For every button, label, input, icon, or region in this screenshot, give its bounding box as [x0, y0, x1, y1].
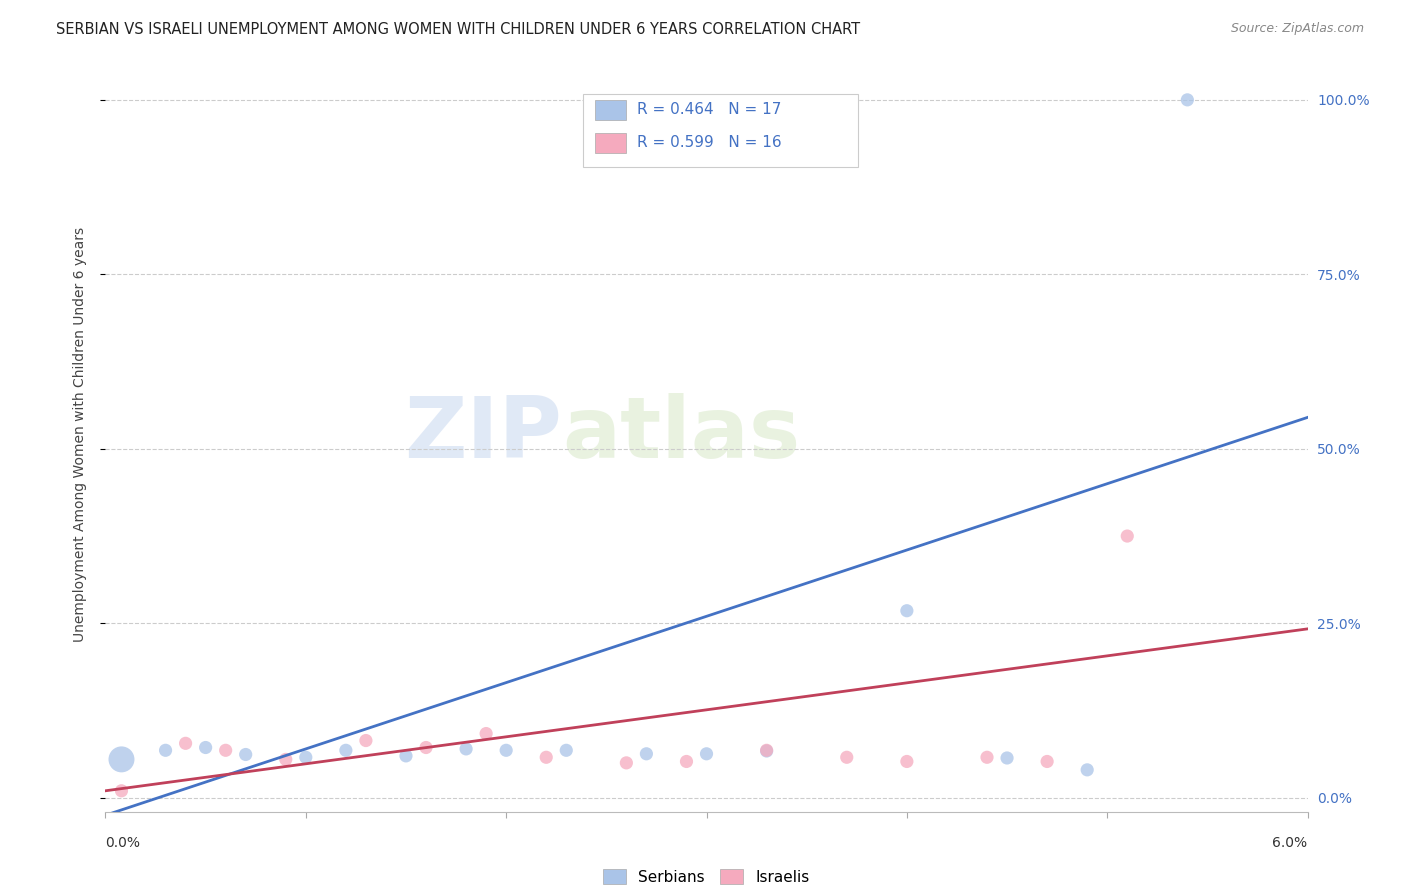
Point: [896, 604, 918, 618]
Point: [976, 750, 998, 764]
Point: [675, 755, 697, 769]
Point: [194, 740, 217, 755]
Point: [995, 751, 1018, 765]
Point: [395, 748, 418, 763]
Point: [755, 743, 778, 757]
Point: [214, 743, 236, 757]
Point: [155, 743, 177, 757]
Point: [274, 752, 297, 766]
Point: [1116, 529, 1139, 543]
Text: 6.0%: 6.0%: [1272, 836, 1308, 850]
Point: [415, 740, 437, 755]
Point: [555, 743, 578, 757]
Point: [475, 726, 498, 740]
Point: [755, 744, 778, 758]
Point: [335, 743, 357, 757]
Text: Source: ZipAtlas.com: Source: ZipAtlas.com: [1230, 22, 1364, 36]
Point: [616, 756, 638, 770]
Text: atlas: atlas: [562, 393, 800, 476]
Point: [896, 755, 918, 769]
Text: R = 0.599   N = 16: R = 0.599 N = 16: [637, 136, 782, 150]
Point: [295, 750, 318, 764]
Y-axis label: Unemployment Among Women with Children Under 6 years: Unemployment Among Women with Children U…: [73, 227, 87, 642]
Text: 0.0%: 0.0%: [105, 836, 141, 850]
Legend: Serbians, Israelis: Serbians, Israelis: [598, 863, 815, 891]
Point: [454, 742, 477, 756]
Point: [110, 784, 132, 798]
Point: [235, 747, 257, 762]
Text: SERBIAN VS ISRAELI UNEMPLOYMENT AMONG WOMEN WITH CHILDREN UNDER 6 YEARS CORRELAT: SERBIAN VS ISRAELI UNEMPLOYMENT AMONG WO…: [56, 22, 860, 37]
Point: [1036, 755, 1059, 769]
Text: R = 0.464   N = 17: R = 0.464 N = 17: [637, 103, 782, 117]
Point: [696, 747, 718, 761]
Point: [1076, 763, 1098, 777]
Point: [636, 747, 658, 761]
Point: [354, 733, 377, 747]
Point: [835, 750, 858, 764]
Point: [495, 743, 517, 757]
Point: [174, 736, 197, 750]
Point: [534, 750, 557, 764]
Point: [1175, 93, 1198, 107]
Point: [110, 752, 132, 766]
Text: ZIP: ZIP: [405, 393, 562, 476]
